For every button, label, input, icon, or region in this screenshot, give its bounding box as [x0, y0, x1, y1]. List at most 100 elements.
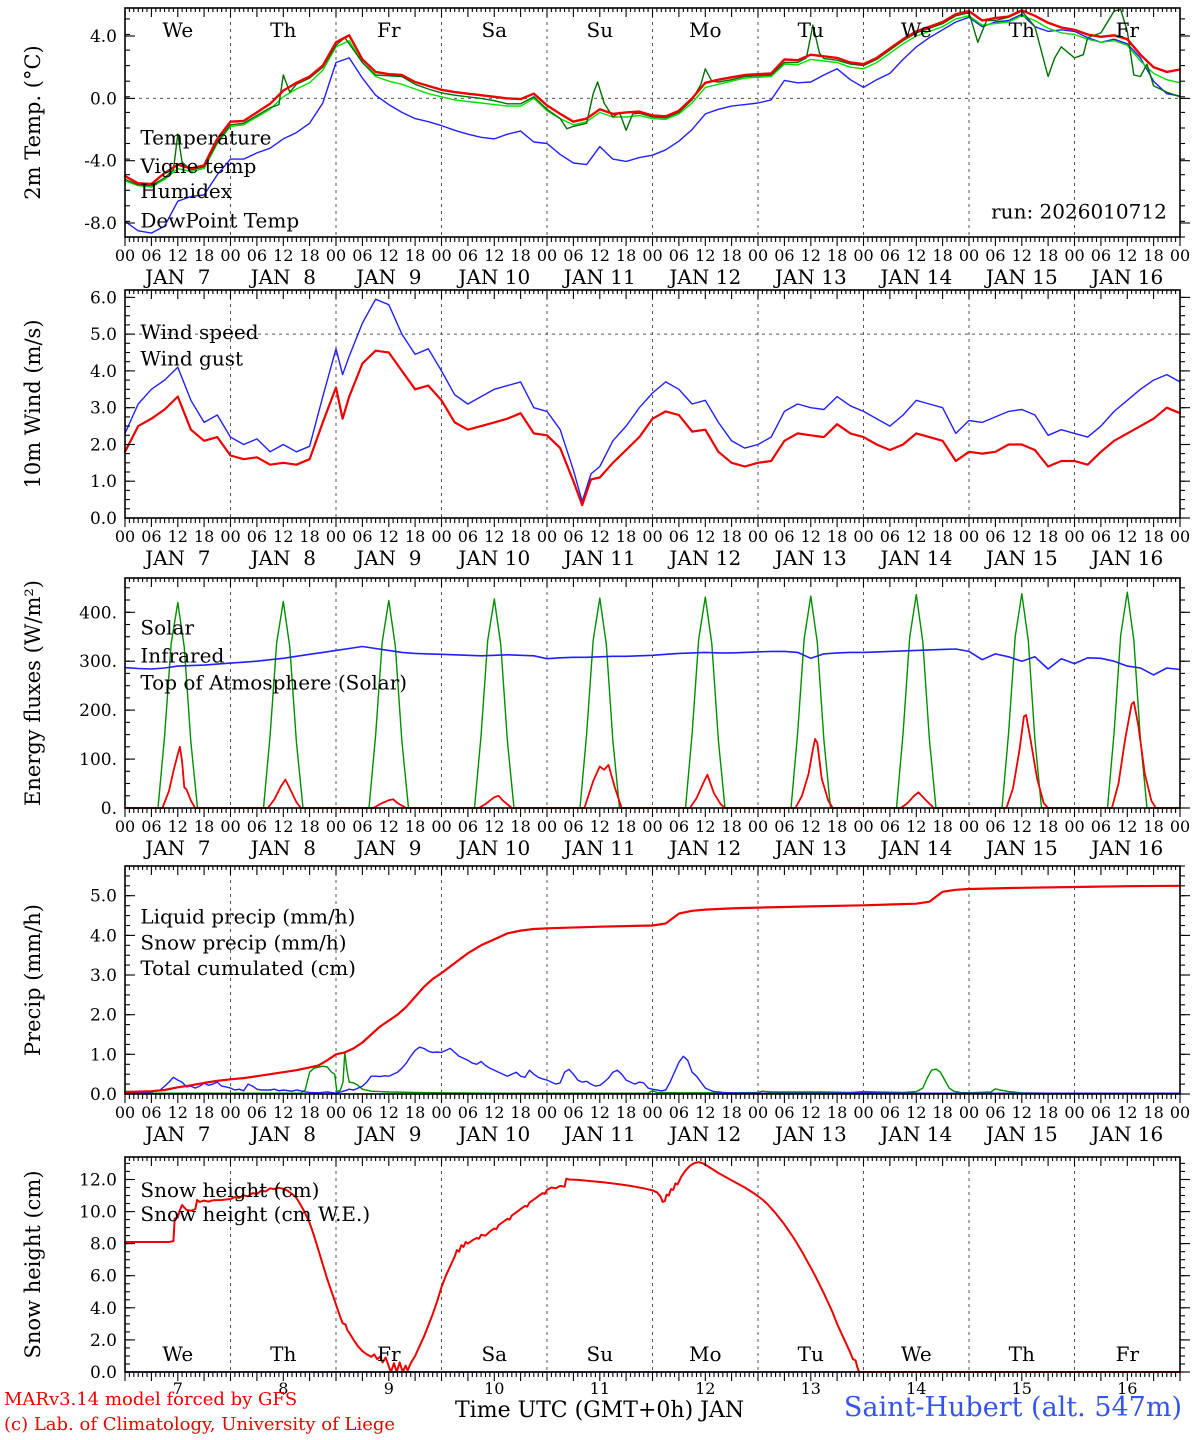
hour-tick-label: 06	[247, 246, 267, 265]
hour-tick-label: 06	[141, 527, 161, 546]
hour-tick-label: 12	[168, 817, 188, 836]
y-tick-label: 3.0	[90, 399, 117, 419]
y-tick-label: 4.0	[90, 362, 117, 382]
hour-tick-label: 00	[326, 527, 346, 546]
series-total-cumulated	[123, 884, 1182, 1094]
y-tick-label: 0.0	[90, 509, 117, 529]
hour-tick-label: 18	[1143, 527, 1163, 546]
hour-tick-label: 18	[932, 1103, 952, 1122]
hour-tick-label: 00	[537, 527, 557, 546]
hour-tick-label: 06	[141, 817, 161, 836]
hour-tick-label: 12	[484, 246, 504, 265]
hour-tick-label: 18	[1038, 817, 1058, 836]
hour-tick-label: 18	[405, 817, 425, 836]
hour-tick-label: 06	[1091, 527, 1111, 546]
date-label: JAN 10	[456, 1122, 530, 1146]
hour-tick-label: 00	[1170, 817, 1190, 836]
hour-tick-label: 12	[1012, 246, 1032, 265]
hour-tick-label: 12	[379, 246, 399, 265]
hour-tick-label: 12	[1117, 1103, 1137, 1122]
series-temperature	[123, 9, 1182, 186]
hour-tick-label: 12	[168, 246, 188, 265]
hour-tick-label: 06	[1091, 1103, 1111, 1122]
hour-tick-label: 18	[194, 527, 214, 546]
hour-tick-label: 18	[1038, 1103, 1058, 1122]
date-label: JAN 15	[984, 265, 1058, 289]
y-tick-label: -4.0	[84, 152, 117, 172]
date-label: JAN 9	[354, 546, 421, 570]
hour-tick-label: 12	[1117, 817, 1137, 836]
date-label: JAN 16	[1089, 265, 1163, 289]
hour-tick-label: 00	[537, 1103, 557, 1122]
panel-wind: 0.0 1.0 2.0 3.0 4.0 5.0 6.0 10m Wind (m/s) Wind …	[21, 288, 1190, 570]
hour-tick-label: 06	[458, 817, 478, 836]
series-dewpoint-temp	[124, 15, 1181, 188]
hour-tick-label: 18	[299, 817, 319, 836]
hour-tick-label: 00	[748, 527, 768, 546]
hour-tick-label: 00	[853, 246, 873, 265]
hour-tick-label: 00	[959, 246, 979, 265]
weekday-label: Th	[1009, 18, 1035, 42]
day-number-label: 9	[384, 1379, 394, 1398]
date-label: JAN 15	[984, 546, 1058, 570]
y-tick-label: 4.0	[90, 1299, 117, 1319]
date-label: JAN 13	[773, 1122, 847, 1146]
hour-tick-label: 12	[484, 527, 504, 546]
date-label: JAN 8	[249, 1122, 316, 1146]
weekday-label: We	[162, 1342, 193, 1366]
model-credit-line1: MARv3.14 model forced by GFS	[4, 1389, 298, 1410]
series-vigne-temp	[124, 8, 1181, 187]
y-tick-label: 8.0	[90, 1235, 117, 1255]
hour-tick-label: 06	[1091, 817, 1111, 836]
y-tick-label: 100.	[79, 750, 117, 770]
hour-tick-label: 06	[352, 817, 372, 836]
hour-tick-label: 18	[405, 527, 425, 546]
y-tick-label: 0.0	[90, 89, 117, 109]
y-tick-label: 1.0	[90, 472, 117, 492]
hour-tick-label: 06	[247, 527, 267, 546]
hour-tick-label: 00	[115, 246, 135, 265]
y-tick-label: 6.0	[90, 288, 117, 308]
hour-tick-label: 00	[431, 246, 451, 265]
hour-tick-label: 12	[379, 527, 399, 546]
hour-tick-label: 06	[352, 1103, 372, 1122]
hour-tick-label: 06	[774, 246, 794, 265]
hour-tick-label: 18	[1038, 246, 1058, 265]
y-axis-title: Precip (mm/h)	[21, 904, 45, 1056]
hour-tick-label: 00	[1170, 527, 1190, 546]
hour-tick-label: 12	[801, 527, 821, 546]
run-id-label: run: 2026010712	[991, 199, 1167, 223]
hour-tick-label: 18	[405, 246, 425, 265]
y-tick-label: 2.0	[90, 1331, 117, 1351]
hour-tick-label: 12	[1012, 1103, 1032, 1122]
weekday-label: Tu	[798, 18, 824, 42]
legend-snow-precip-mm-h: Snow precip (mm/h)	[140, 930, 346, 954]
hour-tick-label: 00	[431, 1103, 451, 1122]
hour-tick-label: 12	[379, 817, 399, 836]
hour-tick-label: 06	[669, 1103, 689, 1122]
hour-tick-label: 00	[537, 817, 557, 836]
hour-tick-label: 00	[220, 246, 240, 265]
date-label: JAN 12	[667, 1122, 741, 1146]
y-tick-label: 1.0	[90, 1045, 117, 1065]
y-tick-label: 6.0	[90, 1267, 117, 1287]
date-label: JAN 11	[562, 546, 636, 570]
weekday-label: Th	[270, 1342, 296, 1366]
date-label: JAN 8	[249, 836, 316, 860]
hour-tick-label: 06	[563, 1103, 583, 1122]
station-name-label: Saint-Hubert (alt. 547m)	[843, 1392, 1182, 1423]
weekday-label: Fr	[377, 18, 401, 42]
hour-tick-label: 00	[748, 1103, 768, 1122]
hour-tick-label: 12	[695, 1103, 715, 1122]
hour-tick-label: 00	[748, 817, 768, 836]
hour-tick-label: 06	[247, 817, 267, 836]
weekday-label: Mo	[689, 1342, 722, 1366]
hour-tick-label: 18	[510, 246, 530, 265]
day-number-label: 10	[484, 1379, 504, 1398]
hour-tick-label: 00	[115, 1103, 135, 1122]
date-label: JAN 10	[456, 265, 530, 289]
hour-tick-label: 06	[880, 527, 900, 546]
hour-tick-label: 06	[352, 246, 372, 265]
series-liquid-precip	[124, 1051, 1181, 1094]
